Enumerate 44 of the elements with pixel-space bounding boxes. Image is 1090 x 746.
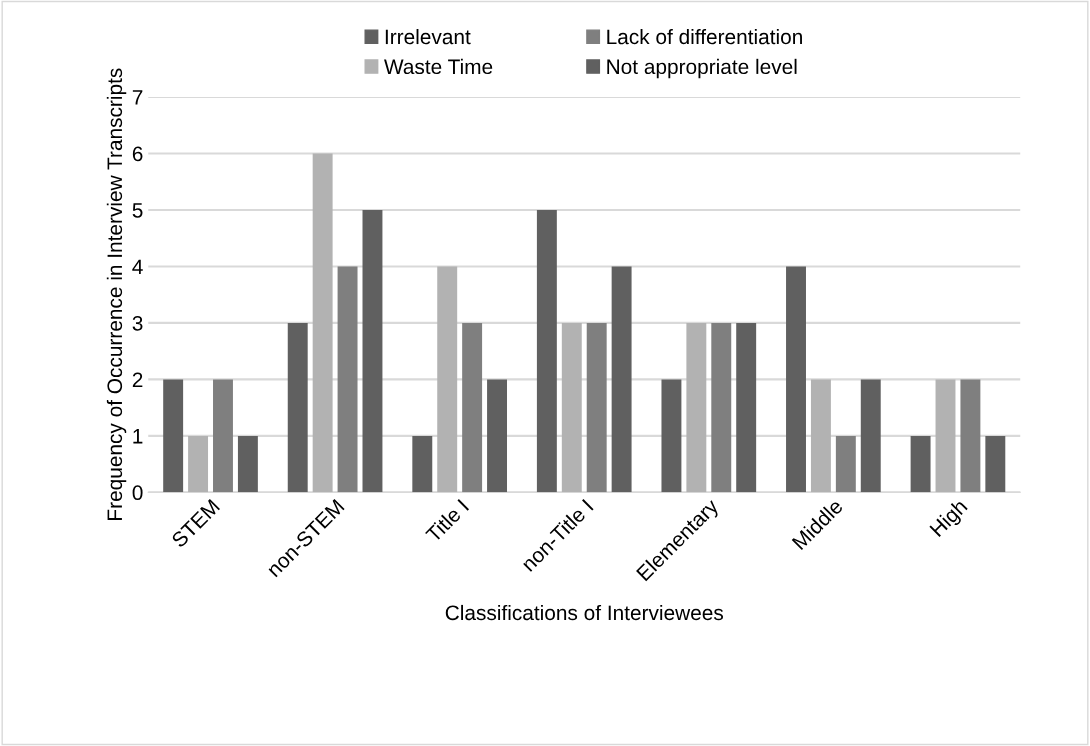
bar	[237, 435, 258, 493]
bar	[362, 209, 383, 493]
legend-label: Irrelevant	[385, 28, 471, 45]
x-tick-label: High	[928, 498, 971, 541]
bar	[437, 266, 458, 493]
x-axis-title: Classifications of Interviewees	[445, 604, 724, 621]
bar	[985, 435, 1006, 493]
bar	[561, 322, 582, 493]
bar	[586, 322, 607, 493]
bar	[412, 435, 433, 493]
bar	[213, 379, 233, 493]
y-tick-label: 0	[132, 485, 143, 501]
bar	[661, 379, 682, 493]
y-tick-label: 6	[132, 146, 143, 162]
bar	[835, 435, 856, 493]
y-axis-title: Frequency of Occurrence in Interview Transcripts	[106, 68, 127, 520]
bar	[935, 379, 956, 493]
y-tick-label: 7	[132, 90, 143, 105]
bar	[312, 153, 333, 493]
bar	[810, 379, 831, 493]
y-tick-label: 4	[132, 259, 143, 274]
bar	[462, 322, 483, 493]
y-tick-label: 5	[132, 203, 143, 218]
y-tick-label: 2	[132, 372, 143, 387]
x-tick-label: Title I	[424, 498, 470, 544]
bar	[337, 266, 358, 493]
bar	[611, 266, 632, 493]
bar	[686, 322, 707, 493]
bar	[536, 209, 557, 493]
bar	[188, 435, 209, 493]
bar	[163, 379, 184, 493]
legend-label: Waste Time	[384, 58, 493, 75]
legend-label: Not appropriate level	[607, 58, 797, 79]
bar	[711, 322, 732, 493]
bar	[736, 322, 757, 493]
y-tick-label: 1	[133, 429, 143, 444]
bar	[487, 379, 508, 493]
legend-label: Lack of differentiation	[607, 28, 802, 45]
bar	[910, 435, 931, 493]
y-tick-label: 3	[132, 315, 143, 331]
bar	[960, 379, 981, 493]
bar	[786, 266, 806, 493]
bar	[287, 322, 308, 493]
bar	[860, 379, 881, 493]
